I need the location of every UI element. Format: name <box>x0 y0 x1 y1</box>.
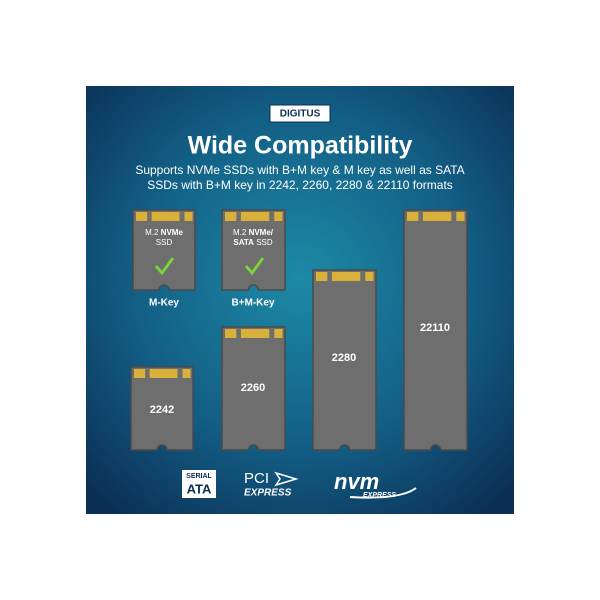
size-label: 22110 <box>420 322 450 334</box>
text: SSD <box>256 238 273 247</box>
logo-text: ATA <box>187 481 212 496</box>
module-text: SSD <box>156 238 173 247</box>
caption: M-Key <box>149 298 179 309</box>
size-label: 2280 <box>332 352 356 364</box>
contacts <box>149 369 178 378</box>
brand-box <box>269 104 331 123</box>
logo-text: EXPRESS <box>363 492 396 499</box>
nvm-swoosh <box>349 487 417 499</box>
logo-text: EXPRESS <box>244 488 292 499</box>
contacts <box>240 329 270 338</box>
contacts <box>184 212 193 221</box>
text: SATA <box>233 238 254 247</box>
subtitle: Supports NVMe SSDs with B+M key & M key … <box>135 163 464 177</box>
module-text: M.2 NVMe/ <box>233 228 274 237</box>
check <box>154 257 175 276</box>
modules <box>130 209 468 451</box>
contacts <box>225 329 237 338</box>
module-text: M.2 NVMe <box>145 228 183 237</box>
sata-logo-box <box>182 470 216 498</box>
contacts <box>134 369 146 378</box>
contacts <box>316 272 328 281</box>
ssd-card <box>403 209 468 451</box>
pci-arrow <box>274 471 299 487</box>
contacts <box>407 212 419 221</box>
contacts <box>274 212 283 221</box>
logo-text: PCI <box>244 470 269 487</box>
contacts <box>456 212 465 221</box>
text: M.2 <box>233 228 247 237</box>
contacts <box>240 212 270 221</box>
size-label: 2242 <box>150 404 174 416</box>
contacts <box>136 212 148 221</box>
text: NVMe/ <box>249 228 274 237</box>
module-text: SATA SSD <box>233 238 273 247</box>
contacts <box>274 329 283 338</box>
contacts <box>182 369 191 378</box>
ssd-card <box>221 209 286 291</box>
contacts <box>225 212 237 221</box>
size-label: 2260 <box>241 382 265 394</box>
check <box>244 257 265 276</box>
ssd-card <box>132 209 196 291</box>
contacts <box>365 272 374 281</box>
title: Wide Compatibility <box>188 132 413 160</box>
brand: DIGITUS <box>280 109 321 120</box>
contacts <box>151 212 180 221</box>
ssd-card <box>312 269 377 451</box>
caption: B+M-Key <box>231 298 275 309</box>
text: M.2 <box>145 228 159 237</box>
logo-text: nvm <box>334 469 379 494</box>
text: NVMe <box>161 228 184 237</box>
ssd-card <box>221 326 286 451</box>
logo-text: SERIAL <box>186 473 212 480</box>
contacts <box>331 272 361 281</box>
ssd-card <box>130 366 194 451</box>
contacts <box>422 212 452 221</box>
subtitle: SSDs with B+M key in 2242, 2260, 2280 & … <box>147 178 453 192</box>
